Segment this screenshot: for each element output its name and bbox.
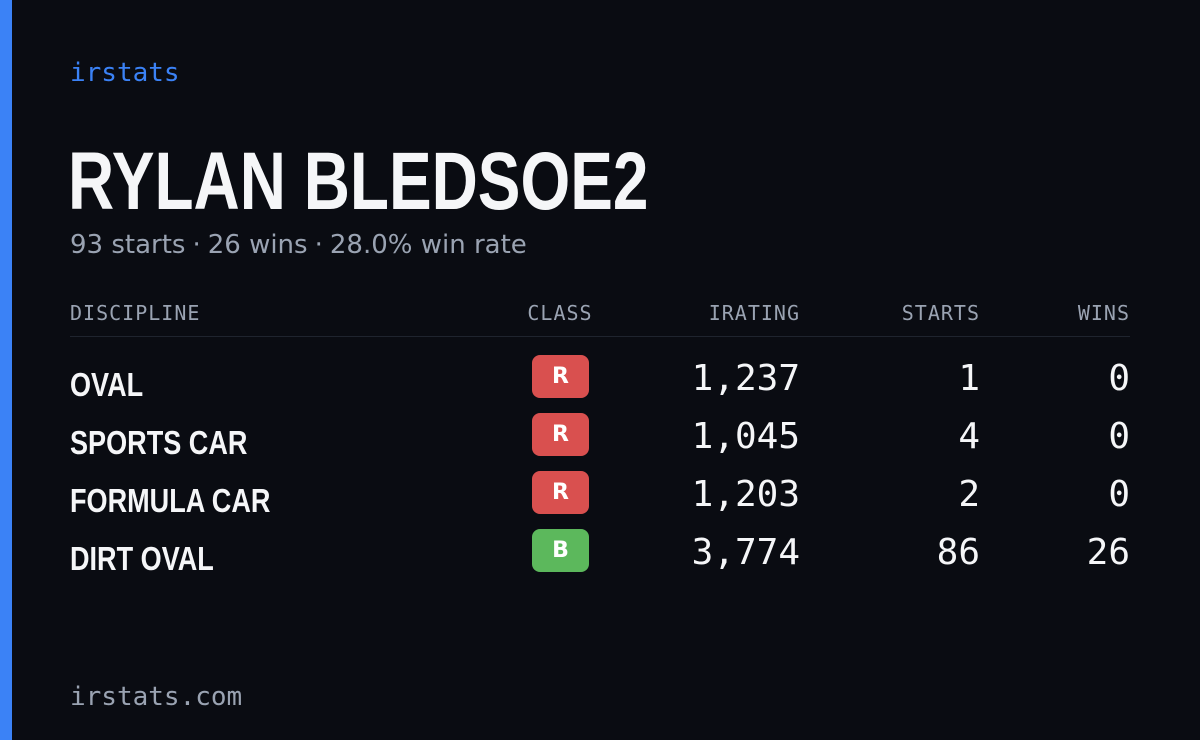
class-badge: R xyxy=(532,413,589,456)
summary-separator: · xyxy=(314,230,323,260)
player-name: RYLAN BLEDSOE2 xyxy=(68,136,649,227)
wins-value: 0 xyxy=(1108,474,1130,515)
player-summary: 93 starts · 26 wins · 28.0% win rate xyxy=(70,228,527,262)
header-discipline: DISCIPLINE xyxy=(70,301,201,325)
wins-value: 0 xyxy=(1108,416,1130,457)
irating-value: 1,237 xyxy=(691,358,800,399)
starts-value: 86 xyxy=(936,532,980,573)
table-row: DIRT OVAL B 3,774 86 26 xyxy=(70,529,1130,587)
wins-value: 0 xyxy=(1108,358,1130,399)
summary-separator: · xyxy=(192,230,201,260)
starts-value: 4 xyxy=(958,416,980,457)
summary-win-rate: 28.0% win rate xyxy=(329,230,527,260)
summary-starts: 93 starts xyxy=(70,230,186,260)
header-irating: IRATING xyxy=(708,301,800,325)
table-body: OVAL R 1,237 1 0 SPORTS CAR R 1,045 4 0 … xyxy=(70,355,1130,587)
discipline-name: DIRT OVAL xyxy=(70,540,214,577)
discipline-table: DISCIPLINE CLASS IRATING STARTS WINS OVA… xyxy=(70,298,1130,587)
header-wins: WINS xyxy=(1077,301,1130,325)
irating-value: 3,774 xyxy=(691,532,800,573)
starts-value: 1 xyxy=(958,358,980,399)
wins-value: 26 xyxy=(1086,532,1130,573)
discipline-name: FORMULA CAR xyxy=(70,482,271,519)
table-header: DISCIPLINE CLASS IRATING STARTS WINS xyxy=(70,298,1130,337)
table-row: FORMULA CAR R 1,203 2 0 xyxy=(70,471,1130,529)
summary-wins: 26 wins xyxy=(207,230,308,260)
starts-value: 2 xyxy=(958,474,980,515)
discipline-name: OVAL xyxy=(70,366,144,403)
header-starts: STARTS xyxy=(901,301,980,325)
irating-value: 1,045 xyxy=(691,416,800,457)
class-badge: B xyxy=(532,529,589,572)
table-row: OVAL R 1,237 1 0 xyxy=(70,355,1130,413)
irating-value: 1,203 xyxy=(691,474,800,515)
class-badge: R xyxy=(532,471,589,514)
accent-bar xyxy=(0,0,12,740)
discipline-name: SPORTS CAR xyxy=(70,424,248,461)
header-class: CLASS xyxy=(527,301,593,325)
table-row: SPORTS CAR R 1,045 4 0 xyxy=(70,413,1130,471)
footer-url[interactable]: irstats.com xyxy=(70,682,243,712)
brand-logo[interactable]: irstats xyxy=(70,58,180,88)
class-badge: R xyxy=(532,355,589,398)
